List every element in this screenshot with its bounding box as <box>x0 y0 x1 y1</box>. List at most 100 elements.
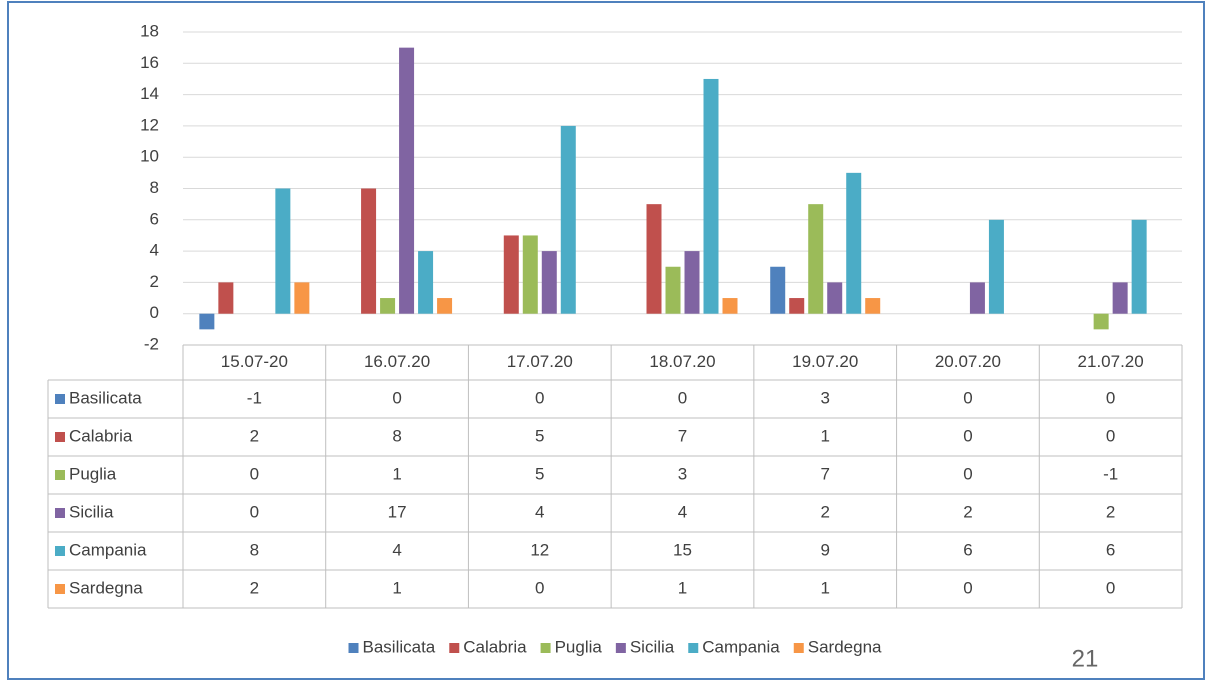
y-tick-label: -2 <box>144 334 159 353</box>
x-tick-label: 17.07.20 <box>507 352 573 371</box>
bar <box>988 219 1004 314</box>
bar <box>199 313 215 330</box>
legend-key <box>449 643 460 653</box>
table-cell: 0 <box>1106 578 1115 597</box>
bar <box>789 298 805 314</box>
table-cell: 1 <box>820 578 829 597</box>
table-cell: 0 <box>963 426 972 445</box>
bar <box>1112 282 1128 314</box>
y-tick-label: 8 <box>150 178 159 197</box>
table-cell: 3 <box>820 388 829 407</box>
bar <box>646 204 662 314</box>
table-cell: 2 <box>250 426 259 445</box>
table-cell: 0 <box>678 388 687 407</box>
y-tick-label: 16 <box>140 53 159 72</box>
bar <box>522 235 538 314</box>
y-tick-label: 6 <box>150 209 159 228</box>
bar <box>399 47 415 314</box>
table-row-label: Sicilia <box>69 502 114 521</box>
table-cell: 2 <box>963 502 972 521</box>
table-row-label: Campania <box>69 540 147 559</box>
legend-label: Puglia <box>555 637 603 656</box>
table-cell: 9 <box>820 540 829 559</box>
table-row-label: Puglia <box>69 464 117 483</box>
bar <box>808 204 824 314</box>
table-cell: 5 <box>535 426 544 445</box>
bar <box>770 266 786 314</box>
table-cell: 12 <box>530 540 549 559</box>
table-cell: 2 <box>250 578 259 597</box>
table-cell: 0 <box>963 388 972 407</box>
table-cell: 7 <box>678 426 687 445</box>
table-cell: 8 <box>250 540 259 559</box>
bar <box>827 282 843 314</box>
y-tick-label: 4 <box>150 241 159 260</box>
table-cell: 8 <box>392 426 401 445</box>
bar <box>1093 313 1109 330</box>
y-tick-label: 10 <box>140 147 159 166</box>
legend-key <box>688 643 699 653</box>
legend-key <box>793 643 804 653</box>
y-tick-label: 12 <box>140 115 159 134</box>
table-cell: 0 <box>963 578 972 597</box>
bar <box>703 78 719 314</box>
table-row-label: Calabria <box>69 426 133 445</box>
x-tick-label: 15.07-20 <box>221 352 288 371</box>
table-cell: 15 <box>673 540 692 559</box>
table-cell: 0 <box>535 578 544 597</box>
table-legend-key <box>55 546 65 556</box>
bar <box>865 298 881 314</box>
table-cell: 17 <box>388 502 407 521</box>
table-cell: 4 <box>678 502 687 521</box>
table-cell: 2 <box>1106 502 1115 521</box>
bar <box>969 282 985 314</box>
table-cell: 0 <box>250 464 259 483</box>
legend-label: Calabria <box>463 637 527 656</box>
frame <box>7 1 1205 680</box>
table-legend-key <box>55 432 65 442</box>
table-cell: 6 <box>963 540 972 559</box>
table-cell: 7 <box>820 464 829 483</box>
legend-key <box>615 643 626 653</box>
bar <box>275 188 291 314</box>
table-cell: 0 <box>250 502 259 521</box>
table-cell: 1 <box>392 464 401 483</box>
table-cell: 4 <box>535 502 544 521</box>
legend-label: Basilicata <box>363 637 436 656</box>
bar <box>846 172 862 314</box>
x-tick-label: 21.07.20 <box>1078 352 1144 371</box>
table-cell: 4 <box>392 540 401 559</box>
table-legend-key <box>55 470 65 480</box>
table-cell: 1 <box>678 578 687 597</box>
x-tick-label: 20.07.20 <box>935 352 1001 371</box>
table-cell: -1 <box>247 388 262 407</box>
bar <box>684 251 700 314</box>
bar <box>418 251 434 314</box>
legend-key <box>348 643 359 653</box>
table-cell: 0 <box>963 464 972 483</box>
bar <box>437 298 453 314</box>
table-cell: -1 <box>1103 464 1118 483</box>
y-tick-label: 14 <box>140 84 159 103</box>
legend-label: Sicilia <box>630 637 675 656</box>
table-legend-key <box>55 584 65 594</box>
table-cell: 2 <box>820 502 829 521</box>
table-cell: 5 <box>535 464 544 483</box>
table-cell: 0 <box>392 388 401 407</box>
x-tick-label: 19.07.20 <box>792 352 858 371</box>
table-row-label: Sardegna <box>69 578 143 597</box>
table-cell: 0 <box>1106 388 1115 407</box>
table-cell: 1 <box>820 426 829 445</box>
table-legend-key <box>55 508 65 518</box>
bar <box>218 282 234 314</box>
y-tick-label: 0 <box>150 303 159 322</box>
bar <box>560 125 576 314</box>
bar <box>380 298 396 314</box>
legend-key <box>540 643 551 653</box>
bar <box>665 266 681 314</box>
bar <box>503 235 519 314</box>
table-cell: 6 <box>1106 540 1115 559</box>
bar <box>1131 219 1147 314</box>
table-cell: 0 <box>535 388 544 407</box>
